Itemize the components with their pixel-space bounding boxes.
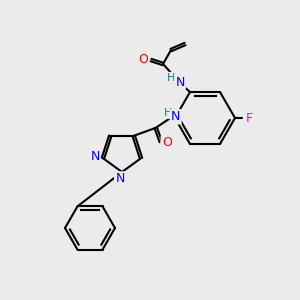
Text: H: H [164,108,172,118]
Text: N: N [90,150,100,163]
Text: O: O [162,136,172,149]
Text: N: N [115,172,125,185]
Text: N: N [171,110,180,123]
Text: O: O [138,52,148,65]
Text: H: H [167,73,175,83]
Text: N: N [175,76,185,88]
Text: F: F [245,112,253,124]
